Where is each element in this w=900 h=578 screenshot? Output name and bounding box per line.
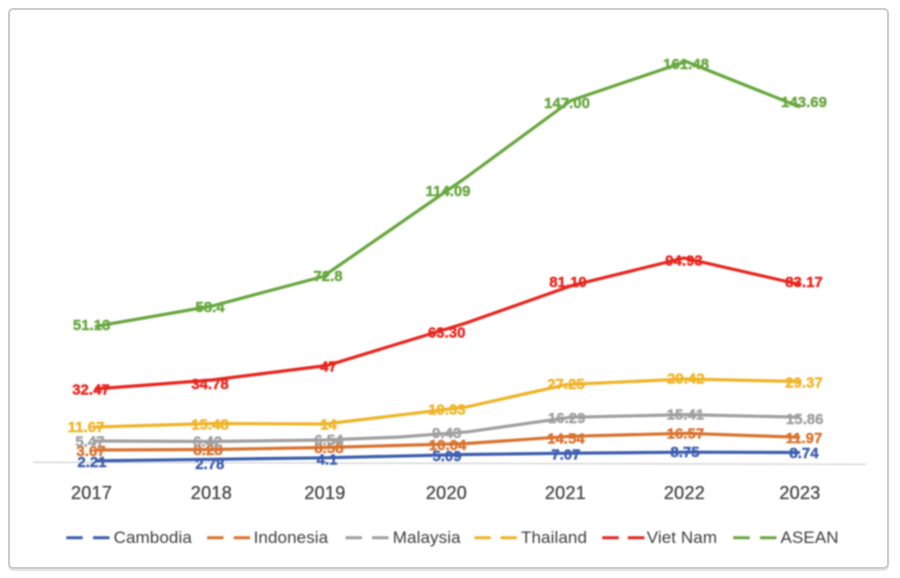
svg-text:2017: 2017 (71, 483, 112, 503)
svg-text:16.29: 16.29 (548, 410, 586, 427)
svg-text:143.69: 143.69 (781, 94, 827, 111)
svg-text:8.28: 8.28 (193, 442, 222, 459)
svg-text:114.09: 114.09 (425, 183, 470, 200)
svg-text:8.75: 8.75 (670, 444, 699, 461)
svg-text:147.00: 147.00 (544, 95, 590, 112)
svg-text:14.54: 14.54 (547, 430, 585, 447)
svg-text:34.78: 34.78 (191, 376, 229, 393)
svg-text:8.58: 8.58 (314, 440, 343, 457)
svg-text:11.97: 11.97 (786, 430, 823, 447)
svg-text:83.17: 83.17 (785, 274, 823, 291)
svg-text:3.67: 3.67 (76, 443, 105, 460)
svg-text:2.21: 2.21 (77, 454, 106, 471)
svg-text:11.67: 11.67 (68, 419, 105, 436)
svg-text:5.47: 5.47 (75, 434, 104, 451)
svg-text:29.37: 29.37 (785, 375, 823, 392)
svg-text:27.25: 27.25 (547, 376, 585, 393)
svg-text:81.10: 81.10 (549, 274, 587, 291)
svg-text:4.1: 4.1 (317, 451, 338, 468)
svg-text:161.48: 161.48 (663, 56, 709, 73)
svg-text:7.07: 7.07 (551, 446, 580, 463)
svg-text:2020: 2020 (426, 483, 467, 503)
svg-text:2023: 2023 (779, 483, 820, 503)
svg-text:15.48: 15.48 (191, 417, 229, 434)
svg-text:29.42: 29.42 (667, 370, 705, 387)
svg-text:94.93: 94.93 (665, 252, 703, 269)
svg-text:32.47: 32.47 (72, 382, 110, 399)
svg-text:Cambodia: Cambodia (114, 528, 193, 547)
svg-text:51.13: 51.13 (73, 317, 111, 334)
svg-text:58.4: 58.4 (195, 299, 225, 316)
svg-text:9.43: 9.43 (432, 425, 461, 442)
svg-text:2021: 2021 (545, 483, 586, 503)
svg-text:2018: 2018 (191, 483, 232, 503)
svg-text:Indonesia: Indonesia (254, 528, 329, 547)
svg-text:6.42: 6.42 (193, 434, 222, 451)
svg-text:47: 47 (320, 359, 337, 376)
svg-text:19.33: 19.33 (428, 402, 466, 419)
svg-text:15.41: 15.41 (667, 407, 705, 424)
svg-text:6.54: 6.54 (314, 432, 344, 449)
svg-text:16.57: 16.57 (667, 425, 705, 442)
svg-text:5.09: 5.09 (432, 448, 461, 465)
svg-text:ASEAN: ASEAN (781, 528, 839, 547)
svg-text:8.74: 8.74 (789, 445, 819, 462)
svg-text:10.04: 10.04 (429, 437, 467, 454)
svg-text:2.78: 2.78 (195, 456, 224, 473)
svg-text:Viet Nam: Viet Nam (647, 528, 717, 547)
svg-text:2019: 2019 (304, 483, 345, 503)
svg-text:72.8: 72.8 (313, 268, 342, 285)
svg-text:Malaysia: Malaysia (393, 528, 461, 547)
svg-text:Thailand: Thailand (521, 528, 587, 547)
svg-text:14: 14 (320, 417, 337, 434)
svg-text:15.86: 15.86 (786, 411, 824, 428)
svg-text:63.30: 63.30 (428, 325, 466, 342)
svg-text:2022: 2022 (664, 483, 705, 503)
